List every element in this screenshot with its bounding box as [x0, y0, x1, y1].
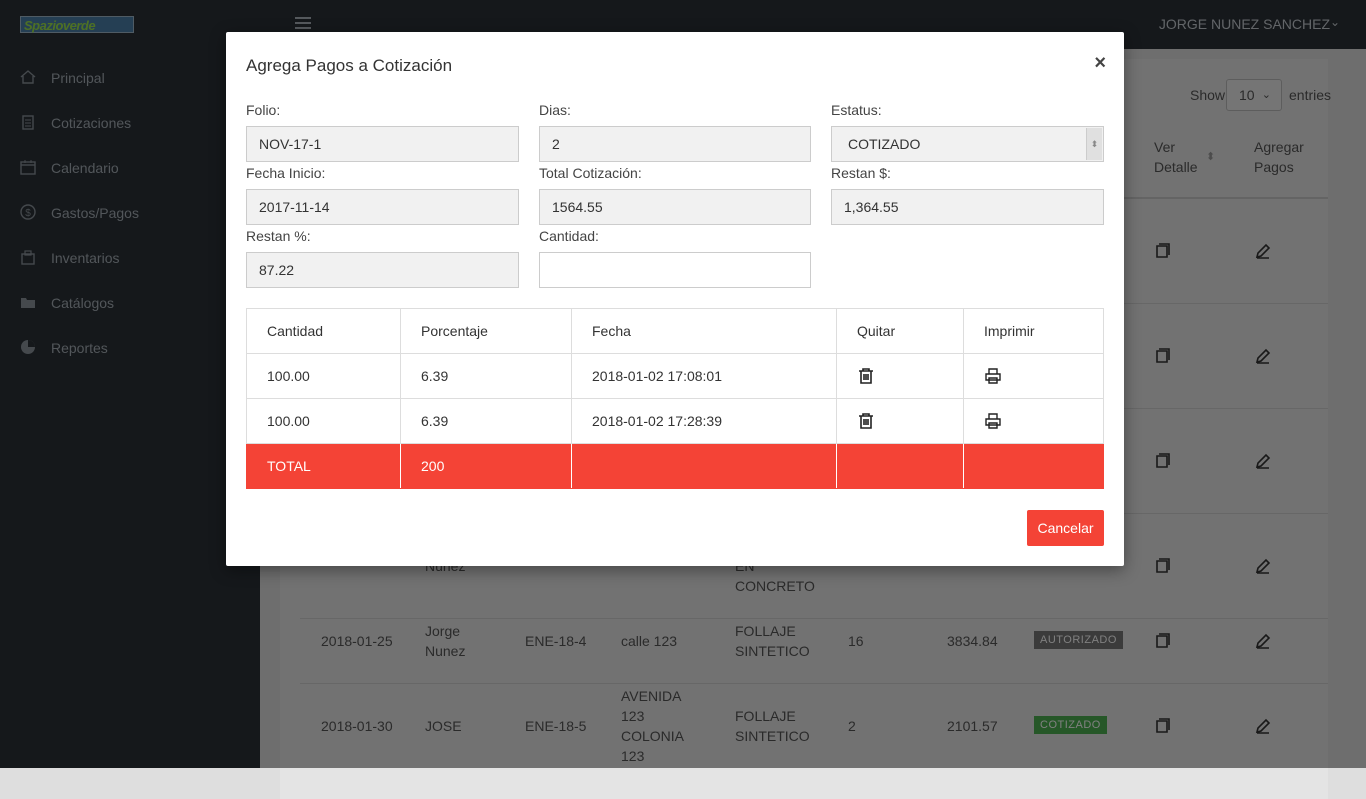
cell-quitar: [836, 398, 964, 444]
restan-label: Restan $:: [831, 165, 891, 181]
column-header-cantidad: Cantidad: [246, 308, 401, 354]
estatus-value: COTIZADO: [848, 136, 921, 152]
column-header-quitar: Quitar: [836, 308, 964, 354]
fecha-inicio-field[interactable]: 2017-11-14: [246, 189, 519, 225]
cantidad-input[interactable]: [539, 252, 811, 288]
dias-field[interactable]: 2: [539, 126, 811, 162]
payments-table: Cantidad Porcentaje Fecha Quitar Imprimi…: [246, 308, 1104, 489]
trash-icon[interactable]: [857, 367, 875, 385]
estatus-select[interactable]: COTIZADO ⬍: [831, 126, 1104, 162]
cell-porcentaje: 6.39: [400, 353, 572, 399]
trash-icon[interactable]: [857, 412, 875, 430]
cell-porcentaje: 6.39: [400, 398, 572, 444]
fecha-inicio-label: Fecha Inicio:: [246, 165, 326, 181]
total-empty-cell: [963, 443, 1104, 489]
restan-field[interactable]: 1,364.55: [831, 189, 1104, 225]
cell-quitar: [836, 353, 964, 399]
cell-imprimir: [963, 398, 1104, 444]
estatus-label: Estatus:: [831, 102, 882, 118]
restan-pct-field[interactable]: 87.22: [246, 252, 519, 288]
table-row: 100.00 6.39 2018-01-02 17:08:01: [246, 353, 1104, 399]
total-empty-cell: [836, 443, 964, 489]
total-label: TOTAL: [246, 443, 401, 489]
print-icon[interactable]: [984, 367, 1002, 385]
restan-pct-label: Restan %:: [246, 228, 311, 244]
column-header-porcentaje: Porcentaje: [400, 308, 572, 354]
cell-imprimir: [963, 353, 1104, 399]
cancel-button[interactable]: Cancelar: [1027, 510, 1104, 546]
close-icon[interactable]: ×: [1094, 52, 1106, 74]
table-row: 100.00 6.39 2018-01-02 17:28:39: [246, 398, 1104, 444]
print-icon[interactable]: [984, 412, 1002, 430]
add-payment-modal: Agrega Pagos a Cotización × Folio: NOV-1…: [226, 32, 1124, 566]
column-header-fecha: Fecha: [571, 308, 837, 354]
table-header-row: Cantidad Porcentaje Fecha Quitar Imprimi…: [246, 308, 1104, 354]
dias-label: Dias:: [539, 102, 571, 118]
total-cotizacion-field[interactable]: 1564.55: [539, 189, 811, 225]
modal-title: Agrega Pagos a Cotización: [246, 56, 453, 75]
cell-cantidad: 100.00: [246, 398, 401, 444]
column-header-imprimir: Imprimir: [963, 308, 1104, 354]
cantidad-label: Cantidad:: [539, 228, 599, 244]
cell-fecha: 2018-01-02 17:28:39: [571, 398, 837, 444]
folio-label: Folio:: [246, 102, 281, 118]
cell-fecha: 2018-01-02 17:08:01: [571, 353, 837, 399]
total-row: TOTAL 200: [246, 443, 1104, 489]
folio-field[interactable]: NOV-17-1: [246, 126, 519, 162]
total-cotizacion-label: Total Cotización:: [539, 165, 642, 181]
select-arrow-icon[interactable]: ⬍: [1086, 128, 1102, 160]
cell-cantidad: 100.00: [246, 353, 401, 399]
total-empty-cell: [571, 443, 837, 489]
total-value: 200: [400, 443, 572, 489]
